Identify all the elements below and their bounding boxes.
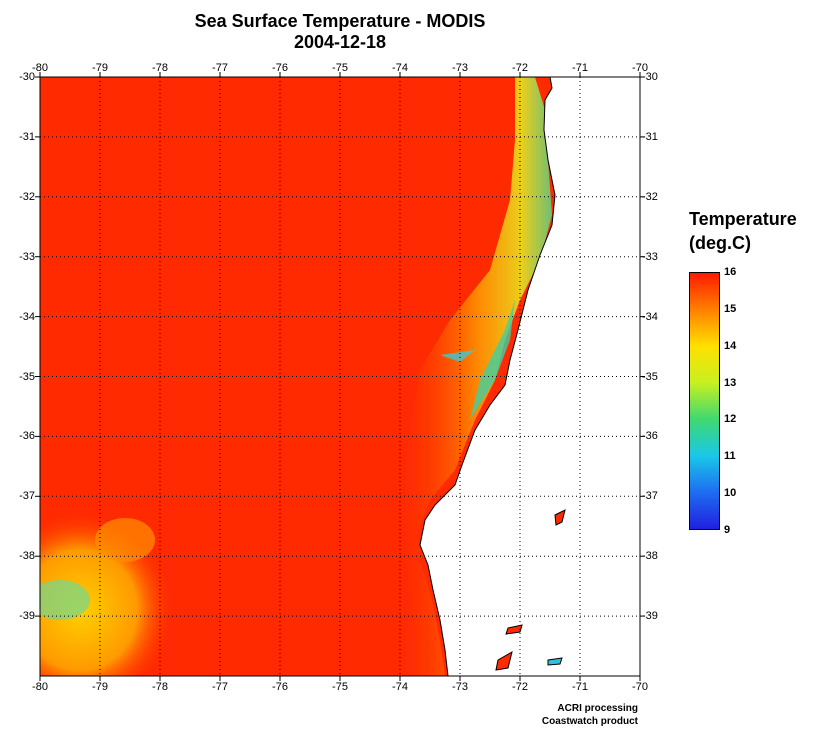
lat-tick-label: -35 — [642, 370, 658, 383]
colorbar-label: 9 — [724, 524, 731, 536]
lat-tick-label: -36 — [19, 430, 35, 443]
lat-tick-label: -33 — [642, 250, 658, 263]
lat-tick-label: -32 — [19, 190, 35, 203]
colorbar-label: 11 — [724, 450, 736, 463]
lon-tick-label: -80 — [32, 681, 48, 693]
lat-tick-label: -39 — [19, 610, 35, 623]
lon-tick-label: -78 — [152, 681, 168, 693]
colorbar — [689, 272, 720, 530]
lon-tick-label: -74 — [392, 681, 408, 693]
lon-tick-label: -71 — [572, 681, 588, 693]
lon-tick-label: -70 — [632, 681, 648, 693]
land-area — [419, 77, 640, 676]
island — [505, 624, 523, 635]
colorbar-label: 14 — [724, 339, 737, 352]
lat-tick-label: -33 — [19, 250, 35, 263]
lat-tick-label: -37 — [19, 490, 35, 503]
lon-tick-label: -78 — [152, 62, 168, 74]
lat-tick-label: -31 — [19, 130, 35, 143]
lon-tick-label: -72 — [512, 62, 528, 74]
lat-tick-label: -38 — [19, 550, 35, 563]
map-title: Sea Surface Temperature - MODIS — [194, 11, 486, 31]
island — [495, 650, 513, 671]
lon-tick-label: -79 — [92, 62, 108, 74]
lat-tick-label: -34 — [642, 310, 658, 323]
lon-tick-label: -77 — [212, 681, 228, 693]
credit-product: Coastwatch product — [541, 716, 638, 727]
lon-tick-label: -75 — [332, 681, 348, 693]
lon-tick-label: -74 — [392, 62, 408, 74]
axis-ticks — [35, 72, 645, 681]
lat-tick-label: -37 — [642, 490, 658, 503]
colorbar-label: 10 — [724, 487, 737, 500]
lat-tick-label: -30 — [19, 71, 35, 83]
lon-tick-label: -73 — [452, 62, 468, 74]
lat-tick-label: -32 — [642, 190, 658, 203]
credit-processing: ACRI processing — [557, 703, 638, 714]
lat-tick-label: -34 — [19, 310, 35, 323]
island — [547, 657, 563, 666]
graticule — [40, 77, 640, 676]
legend-unit: (deg.C) — [689, 233, 751, 253]
legend-title: Temperature — [689, 209, 797, 229]
island — [554, 509, 566, 526]
lat-tick-label: -35 — [19, 370, 35, 383]
lat-tick-label: -31 — [642, 130, 658, 143]
lon-tick-label: -72 — [512, 681, 528, 693]
lat-tick-label: -36 — [642, 430, 658, 443]
lon-tick-label: -73 — [452, 681, 468, 693]
lon-tick-label: -71 — [572, 62, 588, 74]
lon-tick-label: -77 — [212, 62, 228, 74]
lon-tick-label: -79 — [92, 681, 108, 693]
lon-tick-label: -80 — [32, 62, 48, 74]
lat-tick-label: -39 — [642, 610, 658, 623]
lon-tick-label: -75 — [332, 62, 348, 74]
colorbar-label: 13 — [724, 376, 737, 389]
lon-tick-label: -70 — [632, 62, 648, 74]
colorbar-label: 15 — [724, 302, 737, 315]
map-date: 2004-12-18 — [293, 32, 387, 52]
lat-tick-label: -38 — [642, 550, 658, 563]
colorbar-label: 12 — [724, 413, 737, 426]
colorbar-label: 16 — [724, 266, 737, 278]
lon-tick-label: -76 — [272, 681, 288, 693]
lon-tick-label: -76 — [272, 62, 288, 74]
lat-tick-label: -30 — [642, 71, 658, 83]
